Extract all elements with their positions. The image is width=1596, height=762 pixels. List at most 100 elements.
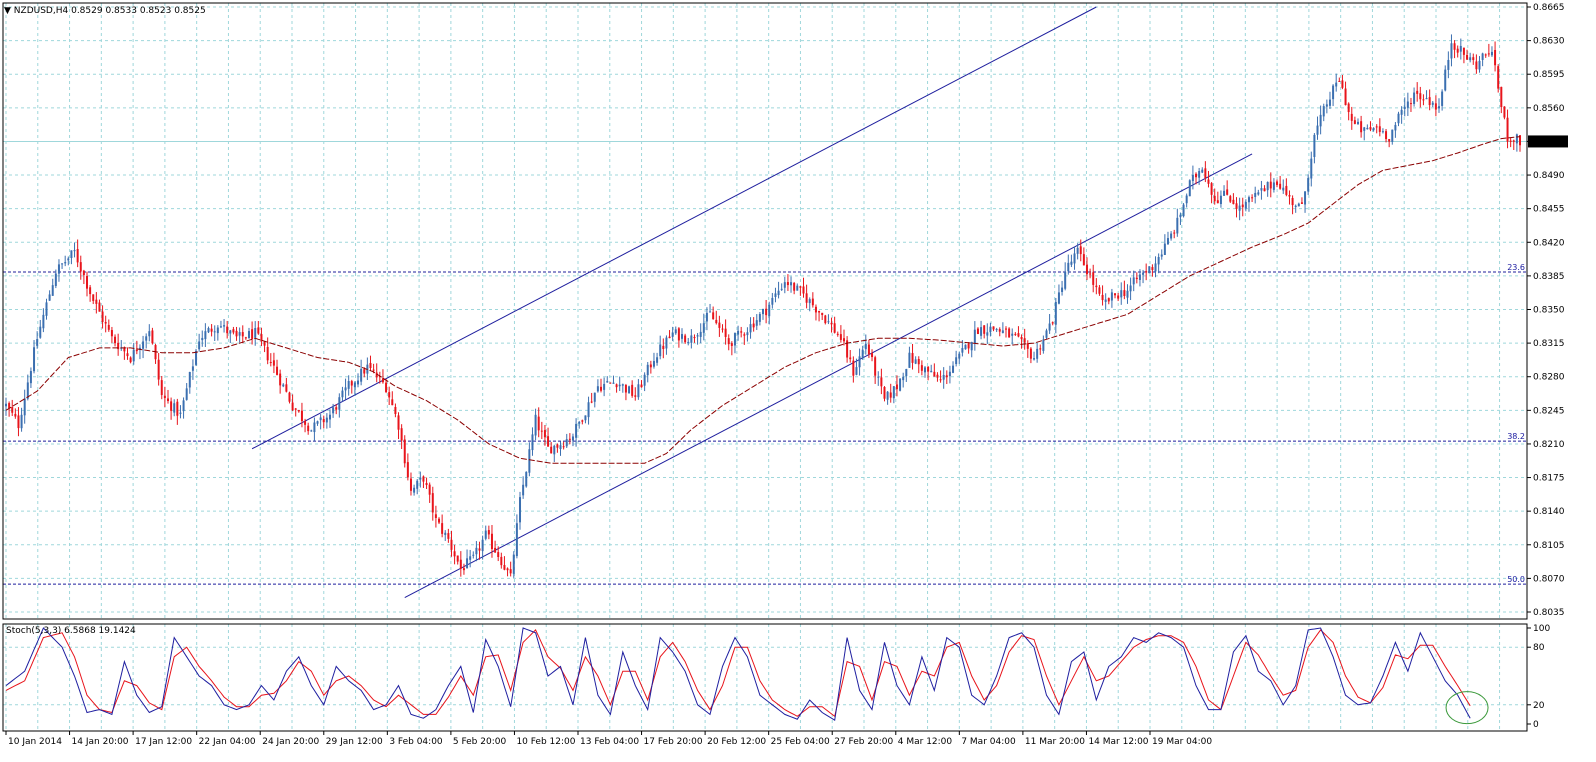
candle-body — [578, 421, 581, 424]
candle-body — [743, 334, 746, 336]
current-price-tag: 0.8525 — [1528, 135, 1568, 148]
candle-body — [1070, 261, 1073, 265]
candle-body — [1422, 99, 1425, 101]
candle-body — [1226, 189, 1229, 195]
candle-body — [438, 518, 441, 523]
stoch-panel-frame — [2, 623, 1528, 732]
time-tick-label: 29 Jan 12:00 — [326, 737, 383, 747]
candle-body — [1001, 330, 1004, 334]
candle-body — [936, 374, 939, 378]
candle-body — [1328, 99, 1331, 106]
candle-body — [70, 250, 73, 259]
candle-body — [1497, 66, 1500, 89]
candle-body — [1297, 203, 1300, 207]
candle-body — [1067, 262, 1070, 272]
time-tick-label: 10 Jan 2014 — [8, 737, 62, 747]
candle-body — [849, 357, 852, 360]
candle-body — [1114, 293, 1117, 296]
candle-body — [163, 395, 166, 399]
candle-body — [441, 523, 444, 534]
candle-body — [191, 366, 194, 371]
main-panel-frame — [2, 2, 1528, 620]
fib-level-label: 23.6 — [1507, 263, 1525, 272]
candle-body — [600, 386, 603, 391]
candle-body — [244, 337, 247, 339]
candle-body — [89, 287, 92, 295]
price-tick-label: 0.8455 — [1533, 205, 1565, 215]
candle-body — [1157, 257, 1160, 265]
candle-body — [347, 380, 350, 389]
candle-body — [478, 548, 481, 551]
candle-body — [1216, 200, 1219, 204]
candle-body — [397, 415, 400, 430]
candle-body — [628, 386, 631, 394]
candle-body — [142, 341, 145, 349]
candle-body — [85, 276, 88, 289]
candle-body — [466, 558, 469, 569]
candle-body — [942, 374, 945, 380]
candle-body — [1490, 51, 1493, 56]
candle-body — [659, 344, 662, 357]
time-tick-label: 20 Feb 12:00 — [707, 737, 766, 747]
candle-body — [1469, 57, 1472, 61]
candle-body — [980, 327, 983, 336]
candle-body — [360, 368, 363, 382]
candle-body — [871, 353, 874, 358]
candle-body — [973, 329, 976, 344]
candle-body — [188, 371, 191, 388]
candle-body — [1213, 195, 1216, 202]
candle-body — [559, 445, 562, 450]
candle-body — [911, 353, 914, 363]
candle-body — [1394, 124, 1397, 131]
candle-body — [1431, 102, 1434, 105]
candle-body — [48, 294, 51, 301]
trend-channel — [251, 6, 1253, 599]
candle-body — [696, 335, 699, 337]
candle-body — [57, 264, 60, 274]
candle-body — [1051, 322, 1054, 324]
candle-body — [1142, 272, 1145, 275]
candle-body — [537, 416, 540, 431]
candle-body — [677, 328, 680, 341]
candle-body — [821, 312, 824, 316]
candle-body — [1064, 271, 1067, 289]
candle-body — [1061, 287, 1064, 292]
candle-body — [51, 285, 54, 296]
candle-body — [400, 428, 403, 441]
candle-body — [805, 293, 808, 303]
candle-body — [26, 382, 29, 399]
candle-body — [1098, 287, 1101, 294]
candle-body — [737, 330, 740, 335]
channel-lower-line — [404, 153, 1253, 599]
candle-body — [827, 321, 830, 323]
time-tick-label: 24 Jan 20:00 — [262, 737, 319, 747]
candle-body — [276, 366, 279, 375]
candle-body — [646, 364, 649, 376]
candle-body — [350, 381, 353, 386]
candle-body — [705, 312, 708, 322]
candle-body — [114, 336, 117, 344]
candle-body — [1054, 301, 1057, 325]
candle-body — [1475, 61, 1478, 70]
candle-body — [964, 344, 967, 350]
candle-body — [1095, 285, 1098, 288]
price-tick-label: 0.8175 — [1533, 474, 1565, 484]
candle-body — [425, 483, 428, 486]
price-tick-label: 0.8280 — [1533, 373, 1565, 383]
price-tick-label: 0.8595 — [1533, 70, 1565, 80]
candle-body — [363, 369, 366, 374]
candle-body — [1188, 180, 1191, 197]
candle-body — [104, 321, 107, 324]
time-tick-label: 22 Jan 04:00 — [199, 737, 256, 747]
candle-body — [746, 332, 749, 336]
candle-body — [207, 328, 210, 333]
candle-body — [830, 322, 833, 325]
candle-body — [145, 336, 148, 341]
candle-body — [606, 381, 609, 383]
candle-body — [151, 330, 154, 344]
candle-body — [861, 349, 864, 358]
price-tick-label: 0.8315 — [1533, 339, 1565, 349]
candle-body — [316, 421, 319, 424]
candle-body — [254, 328, 257, 338]
